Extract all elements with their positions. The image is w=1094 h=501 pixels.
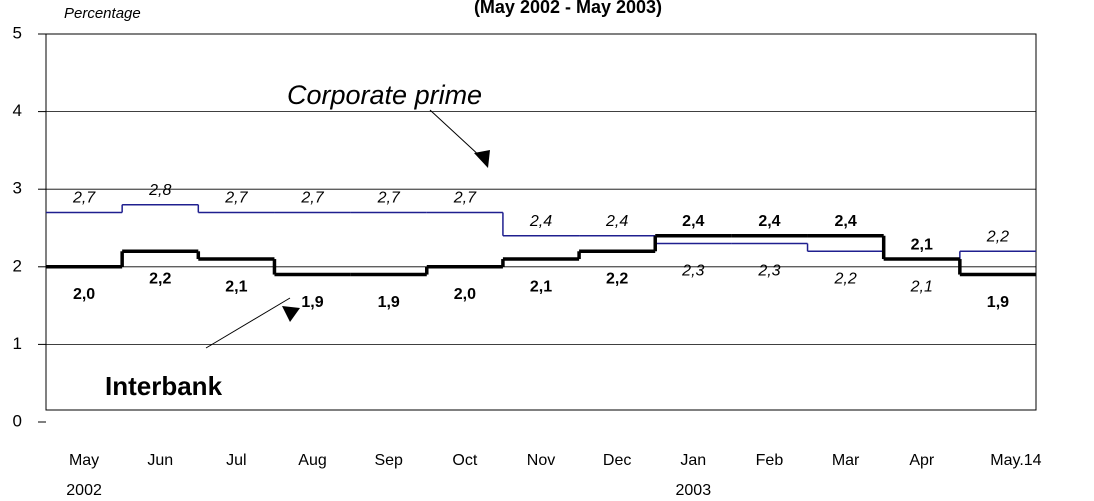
x-tick-label: May 2002	[66, 452, 102, 499]
x-tick-label: Aug	[298, 452, 327, 469]
x-tick-label: May.14	[990, 452, 1042, 469]
data-label: 2,1	[911, 236, 933, 253]
x-tick-label: Sep	[374, 452, 403, 469]
data-label: 1,9	[987, 294, 1009, 311]
label-bg	[58, 3, 186, 29]
y-tick-label: 0	[13, 411, 22, 430]
data-label: 2,1	[910, 278, 933, 295]
pointer-arrow	[282, 306, 300, 322]
data-label: 2,1	[225, 278, 247, 295]
y-axis-label: Percentage	[64, 5, 141, 22]
data-label: 2,7	[377, 190, 401, 207]
data-label: 2,8	[148, 182, 171, 199]
series-label: Corporate prime	[287, 80, 482, 110]
y-tick-label: 3	[13, 179, 22, 198]
data-label: 2,0	[73, 286, 95, 303]
data-label: 2,3	[757, 263, 780, 280]
data-label: 2,4	[758, 213, 780, 230]
data-label: 2,7	[300, 190, 324, 207]
y-tick-label: 5	[13, 23, 22, 42]
x-tick-label: Jan 2003	[675, 452, 712, 499]
data-label: 2,2	[833, 270, 856, 287]
data-label: 2,4	[605, 213, 628, 230]
data-label: 2,0	[454, 286, 476, 303]
pointer-line	[205, 297, 291, 349]
data-label: 2,7	[453, 190, 477, 207]
data-label: 2,4	[529, 213, 552, 230]
pointer-line	[429, 109, 483, 159]
data-label: 2,1	[530, 278, 552, 295]
data-label: 2,2	[606, 270, 628, 287]
data-label: 1,9	[301, 294, 323, 311]
data-label: 1,9	[378, 294, 400, 311]
y-tick-label: 4	[13, 101, 22, 120]
data-label: 2,4	[682, 213, 704, 230]
pointer-arrow	[474, 150, 490, 168]
data-label: 2,7	[224, 190, 248, 207]
data-label: 2,7	[72, 190, 96, 207]
plot-frame	[45, 33, 1037, 411]
y-tick-label: 2	[13, 256, 22, 275]
x-tick-label: Dec	[602, 452, 632, 469]
data-label: 2,2	[149, 270, 171, 287]
x-tick-label: Mar	[831, 452, 860, 469]
x-tick-label: Feb	[755, 452, 784, 469]
data-label: 2,4	[834, 213, 856, 230]
x-tick-label: Apr	[909, 452, 935, 469]
x-tick-label: Oct	[452, 452, 478, 469]
data-label: 2,3	[681, 263, 704, 280]
chart-title: (May 2002 - May 2003)	[474, 0, 662, 17]
x-tick-label: Jun	[147, 452, 174, 469]
x-tick-label: Jul	[226, 452, 247, 469]
x-tick-label: Nov	[526, 452, 556, 469]
series-label: Interbank	[105, 371, 223, 401]
data-label: 2,2	[986, 228, 1009, 245]
y-tick-label: 1	[13, 334, 22, 353]
